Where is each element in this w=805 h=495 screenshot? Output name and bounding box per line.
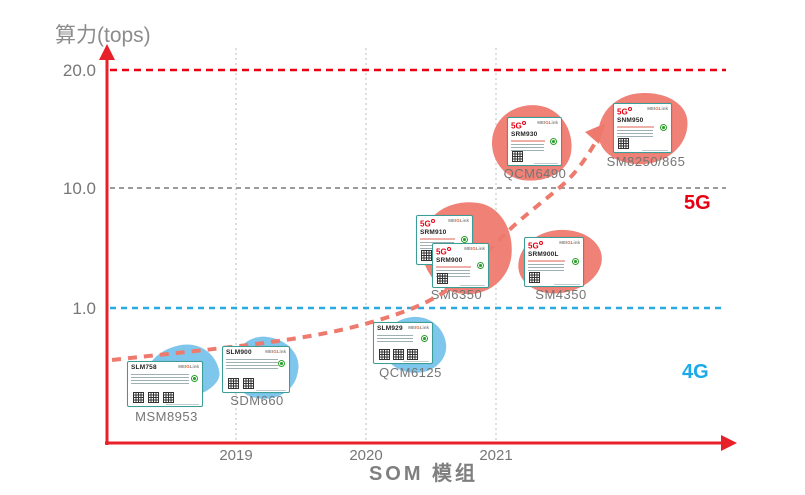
module-model: SLM758 bbox=[131, 364, 157, 371]
qr-code bbox=[437, 273, 448, 284]
x-tick-2019: 2019 bbox=[219, 447, 253, 464]
spec-text-lines bbox=[436, 269, 471, 278]
qr-code bbox=[393, 349, 404, 360]
y-axis-title: 算力(tops) bbox=[55, 24, 151, 47]
meiglink-logo: MEIGLink bbox=[647, 106, 668, 111]
card-footer-line bbox=[402, 361, 429, 362]
5g-icon: 5G bbox=[420, 219, 435, 229]
y-axis-arrowhead-icon bbox=[99, 44, 115, 60]
cert-icon bbox=[191, 375, 198, 382]
cert-icon bbox=[550, 138, 557, 145]
module-card-slm758: SLM758 MEIGLink bbox=[127, 361, 203, 407]
meiglink-logo: MEIGLink bbox=[408, 325, 429, 330]
y-tick-1: 1.0 bbox=[72, 299, 96, 318]
module-model: SRM910 bbox=[420, 229, 447, 237]
card-footer-line bbox=[256, 390, 286, 391]
module-card-snm950: 5G MEIGLink SNM950 bbox=[613, 103, 672, 153]
5g-icon: 5G bbox=[436, 247, 451, 257]
caption-sm4350: SM4350 bbox=[535, 287, 587, 302]
module-card-srm900l: 5G MEIGLink SRM900L bbox=[524, 237, 584, 287]
caption-sdm660: SDM660 bbox=[230, 393, 284, 408]
qr-code bbox=[421, 250, 432, 261]
card-footer-line bbox=[460, 285, 485, 286]
caption-sm8250-865: SM8250/865 bbox=[606, 154, 686, 169]
spec-text-lines bbox=[528, 263, 565, 272]
qr-code bbox=[379, 349, 390, 360]
spec-text-lines bbox=[617, 129, 653, 138]
y-tick-20: 20.0 bbox=[62, 61, 96, 80]
qr-code bbox=[148, 392, 159, 403]
qr-code bbox=[618, 138, 629, 149]
cert-icon bbox=[278, 360, 285, 367]
module-model: SLM900 bbox=[226, 349, 252, 356]
spec-text-lines bbox=[226, 358, 278, 370]
x-tick-2020: 2020 bbox=[349, 447, 383, 464]
module-card-slm900: SLM900 MEIGLink bbox=[222, 346, 290, 393]
card-subtitle-line bbox=[436, 265, 472, 268]
cert-icon bbox=[477, 262, 484, 269]
module-model: SNM950 bbox=[617, 117, 644, 125]
meiglink-logo: MEIGLink bbox=[178, 364, 199, 369]
card-header: SLM758 MEIGLink bbox=[131, 364, 199, 372]
card-subtitle-line bbox=[511, 139, 545, 142]
module-model: SRM900 bbox=[436, 257, 463, 265]
cert-icon bbox=[572, 258, 579, 265]
card-header: 5G MEIGLink bbox=[436, 246, 485, 257]
band-label-5g: 5G bbox=[684, 192, 711, 214]
card-header: 5G MEIGLink bbox=[617, 106, 668, 117]
card-subtitle-line bbox=[528, 259, 566, 262]
qr-code bbox=[228, 378, 239, 389]
module-model: SLM929 bbox=[377, 325, 403, 332]
5g-icon: 5G bbox=[617, 107, 632, 117]
module-card-srm900: 5G MEIGLink SRM900 bbox=[432, 243, 489, 288]
x-axis-title: SOM 模组 bbox=[368, 463, 479, 485]
caption-msm8953: MSM8953 bbox=[135, 409, 198, 424]
5g-icon: 5G bbox=[511, 121, 526, 131]
band-label-4g: 4G bbox=[682, 361, 709, 383]
cert-icon bbox=[421, 335, 428, 342]
spec-text-lines bbox=[511, 143, 544, 152]
card-footer-line bbox=[165, 404, 199, 405]
qr-code bbox=[133, 392, 144, 403]
meiglink-logo: MEIGLink bbox=[265, 349, 286, 354]
meiglink-logo: MEIGLink bbox=[464, 246, 485, 251]
trend-arrowhead-icon bbox=[585, 123, 606, 144]
caption-qcm6490: QCM6490 bbox=[503, 166, 567, 181]
x-axis-arrowhead-icon bbox=[721, 435, 737, 451]
qr-code bbox=[512, 151, 523, 162]
cert-icon bbox=[461, 236, 468, 243]
cert-icon bbox=[660, 124, 667, 131]
card-footer-line bbox=[553, 284, 580, 285]
card-footer-line bbox=[534, 163, 558, 164]
card-subtitle-line bbox=[617, 125, 654, 128]
qr-code bbox=[407, 349, 418, 360]
card-footer-line bbox=[642, 150, 668, 151]
card-header: SLM900 MEIGLink bbox=[226, 349, 286, 357]
card-header: 5G MEIGLink bbox=[420, 218, 469, 229]
spec-text-lines bbox=[131, 373, 190, 385]
spec-text-lines bbox=[377, 334, 414, 343]
card-header: 5G MEIGLink bbox=[528, 240, 580, 251]
meiglink-logo: MEIGLink bbox=[537, 120, 558, 125]
5g-icon: 5G bbox=[528, 241, 543, 251]
module-model: SRM900L bbox=[528, 251, 559, 259]
card-header: SLM929 MEIGLink bbox=[377, 325, 429, 333]
meiglink-logo: MEIGLink bbox=[448, 218, 469, 223]
module-card-slm929: SLM929 MEIGLink bbox=[373, 322, 433, 364]
meiglink-logo: MEIGLink bbox=[559, 240, 580, 245]
caption-qcm6125: QCM6125 bbox=[379, 365, 442, 380]
qr-code bbox=[243, 378, 254, 389]
x-tick-2021: 2021 bbox=[479, 447, 513, 464]
qr-code bbox=[163, 392, 174, 403]
card-subtitle-line bbox=[420, 237, 456, 240]
y-tick-10: 10.0 bbox=[62, 179, 96, 198]
qr-code bbox=[529, 272, 540, 283]
card-header: 5G MEIGLink bbox=[511, 120, 558, 131]
module-card-srm930: 5G MEIGLink SRM930 bbox=[507, 117, 562, 166]
module-model: SRM930 bbox=[511, 131, 538, 139]
